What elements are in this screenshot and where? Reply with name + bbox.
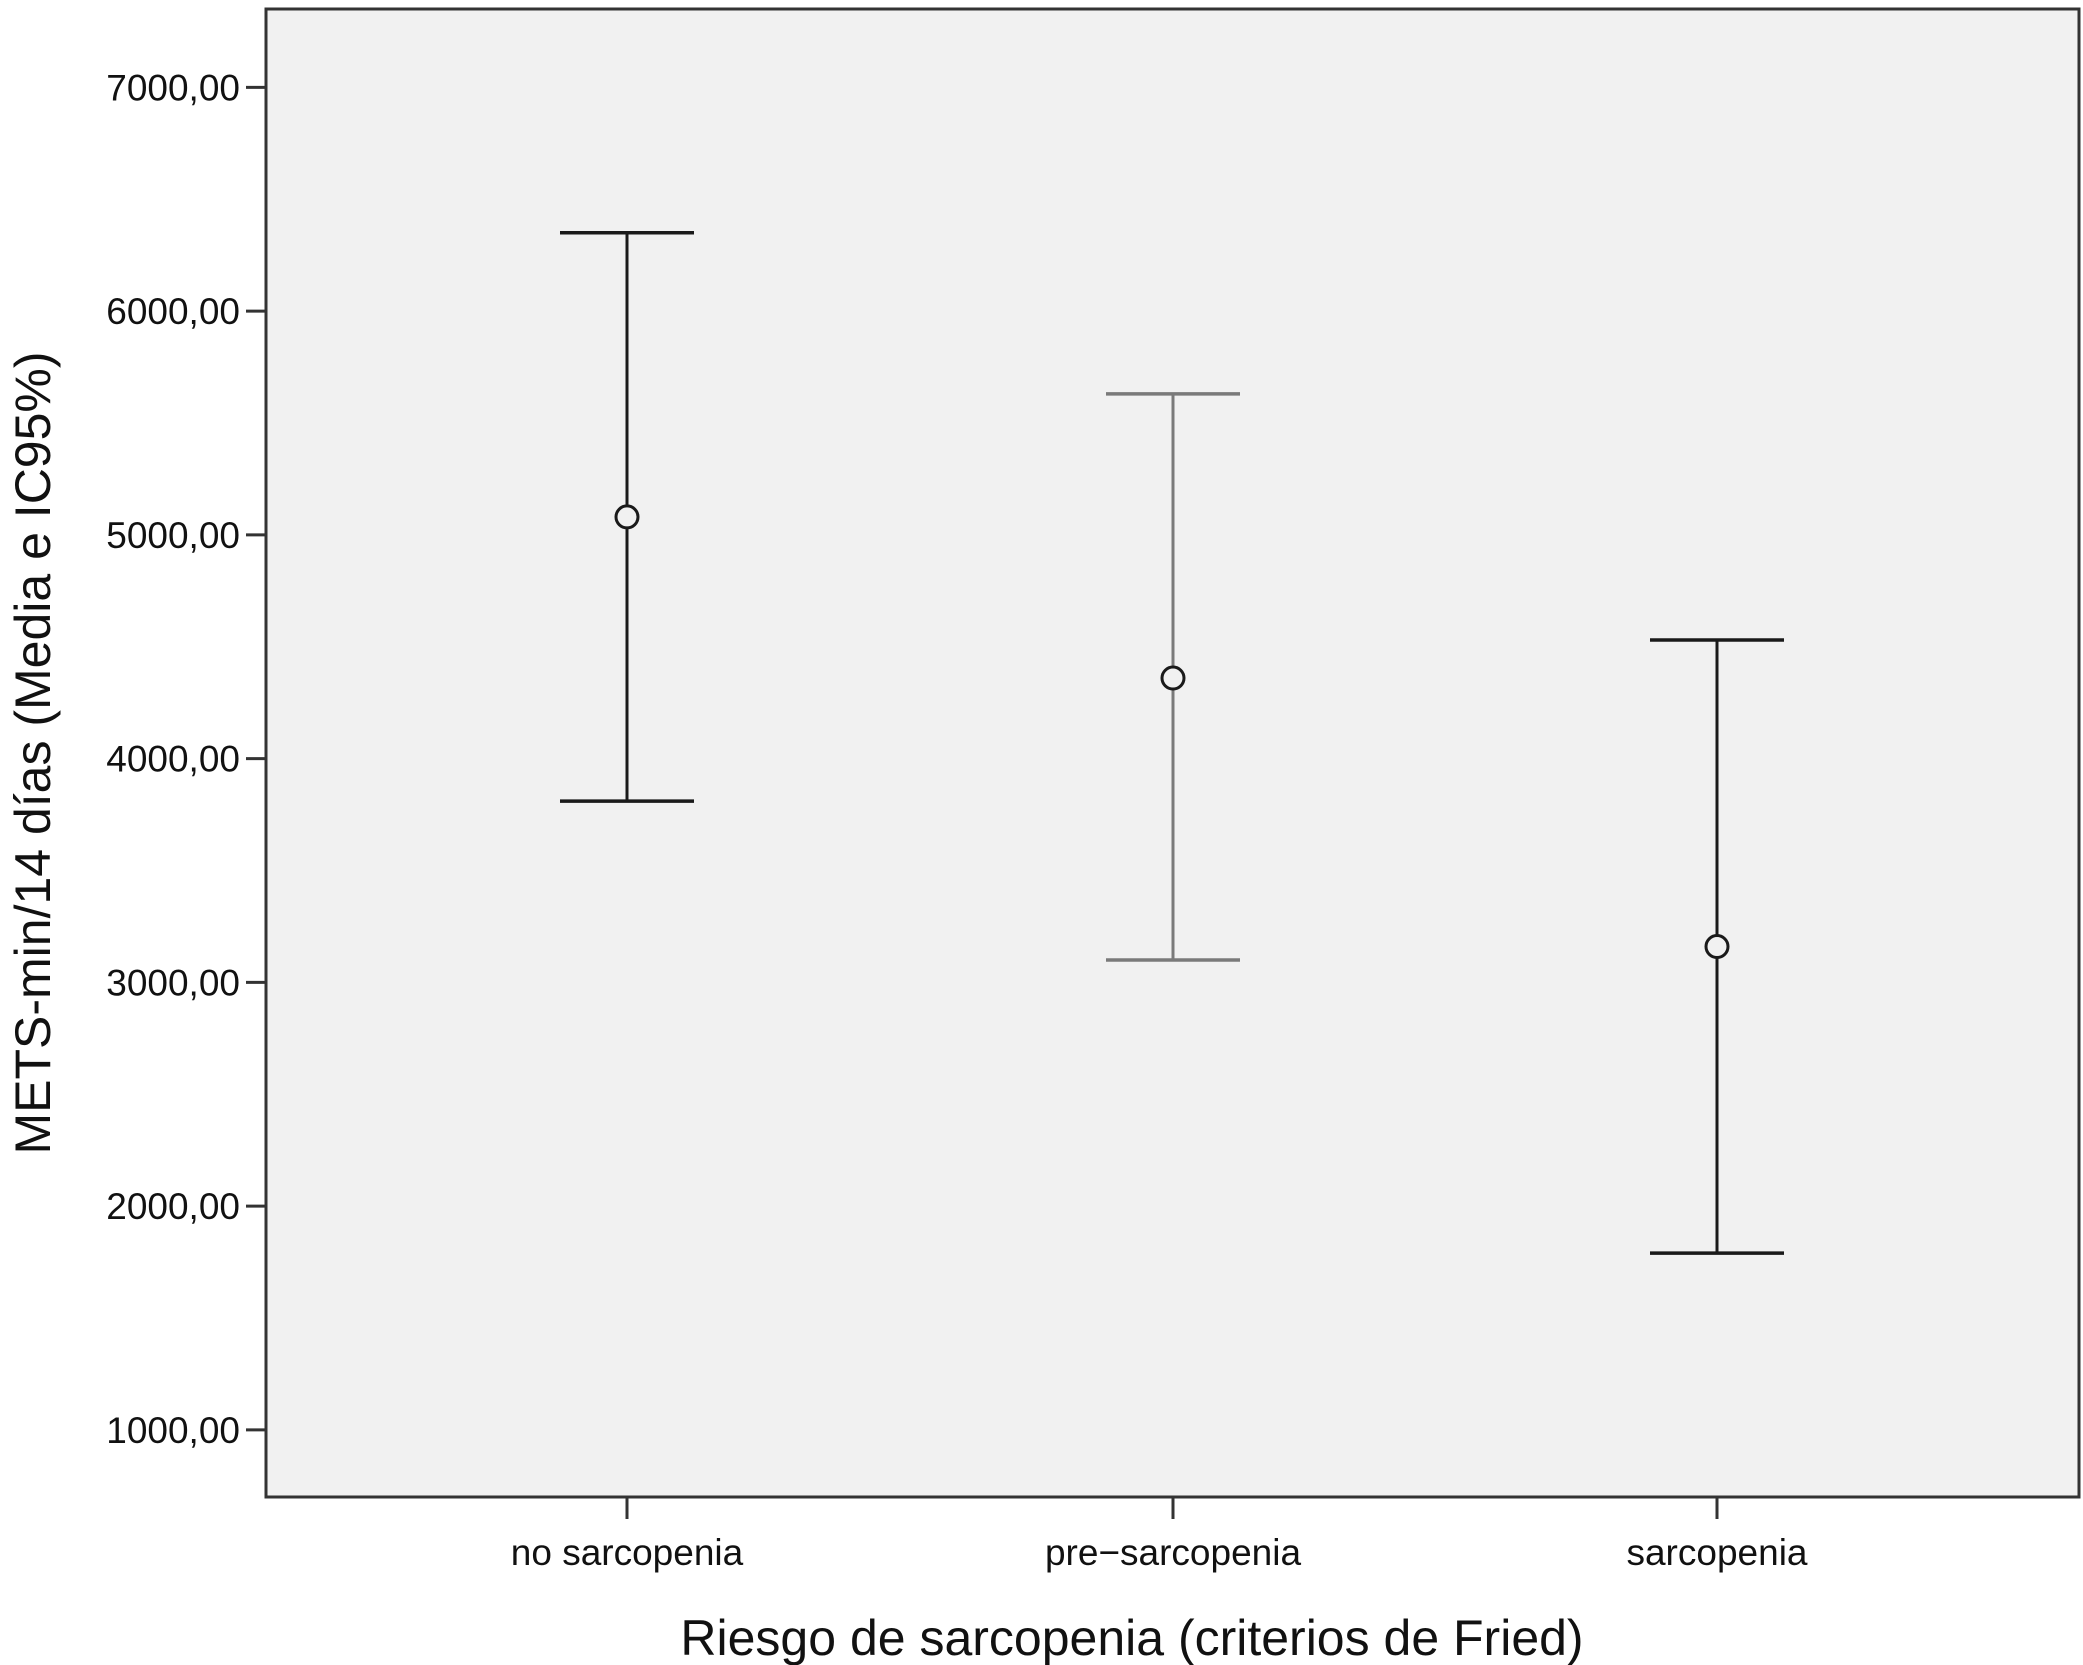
y-tick-label: 3000,00	[106, 962, 240, 1003]
x-axis-title: Riesgo de sarcopenia (criterios de Fried…	[680, 1610, 1583, 1665]
y-tick-label: 5000,00	[106, 515, 240, 556]
error-bars	[560, 231, 1784, 1255]
y-axis-title: METS-min/14 días (Media e IC95%)	[5, 351, 61, 1154]
y-tick-label: 1000,00	[106, 1410, 240, 1451]
y-tick-label: 2000,00	[106, 1186, 240, 1227]
x-tick-label: sarcopenia	[1626, 1532, 1807, 1573]
y-axis: 1000,00 2000,00 3000,00 4000,00 5000,00 6000,…	[106, 67, 266, 1451]
x-axis: no sarcopenia pre−sarcopenia sarcopenia	[511, 1497, 1808, 1573]
y-tick-label: 6000,00	[106, 291, 240, 332]
x-tick-label: pre−sarcopenia	[1045, 1532, 1302, 1573]
x-tick-label: no sarcopenia	[511, 1532, 744, 1573]
mean-marker	[614, 504, 640, 530]
y-tick-label: 4000,00	[106, 739, 240, 780]
mean-marker	[1704, 934, 1730, 960]
y-tick-label: 7000,00	[106, 67, 240, 108]
mean-marker	[1160, 665, 1186, 691]
